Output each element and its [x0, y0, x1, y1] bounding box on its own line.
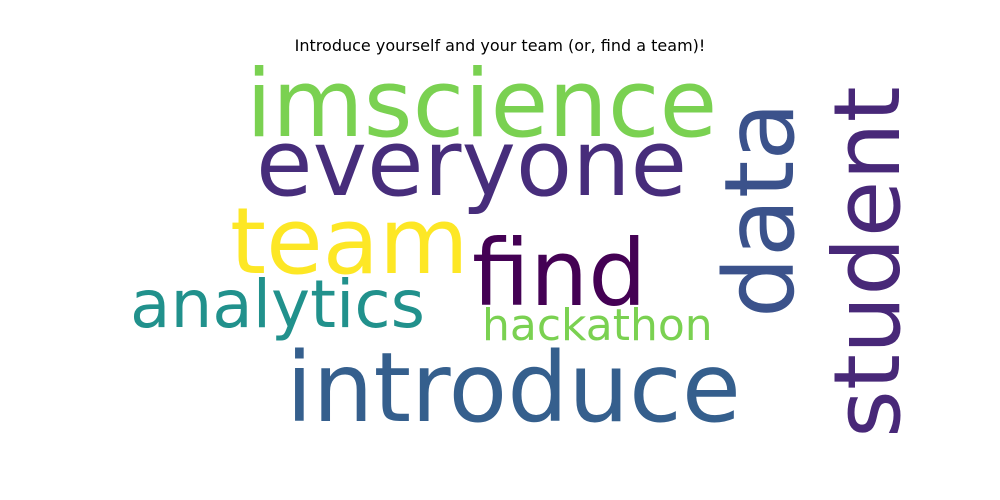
word-analytics: analytics: [130, 266, 426, 343]
word-data: data: [704, 101, 816, 318]
word-team: team: [230, 188, 469, 295]
word-imscience: imscience: [246, 50, 718, 159]
word-hackathon: hackathon: [482, 300, 713, 351]
word-introduce: introduce: [286, 332, 741, 444]
word-student: student: [814, 86, 921, 438]
chart-title: Introduce yourself and your team (or, fi…: [294, 36, 706, 55]
word-find: find: [472, 220, 647, 327]
word-everyone: everyone: [256, 110, 688, 217]
